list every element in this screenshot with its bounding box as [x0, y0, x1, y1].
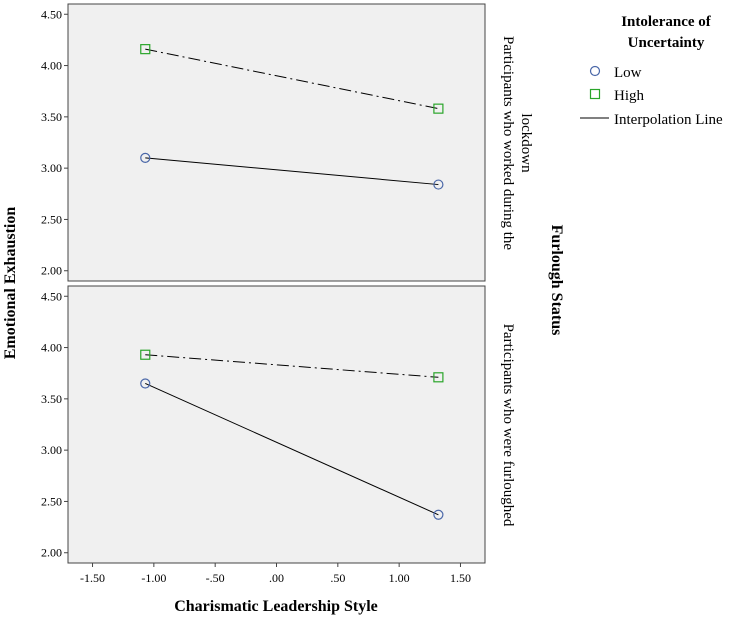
data-point-high: [140, 349, 151, 360]
legend-high-marker: [589, 88, 601, 100]
y-tick-label: 3.50: [41, 392, 62, 406]
facet-label-top-line2: lockdown: [518, 113, 534, 173]
legend: Intolerance of Uncertainty Low High Inte…: [580, 14, 723, 128]
data-point-low: [140, 378, 151, 389]
panel-top-data: [140, 44, 444, 190]
x-tick-label: -1.50: [80, 571, 105, 585]
y-tick-label: 3.00: [41, 161, 62, 175]
x-tick-label: .00: [269, 571, 284, 585]
x-tick-label: .50: [330, 571, 345, 585]
data-point-low: [433, 179, 444, 190]
x-axis-title: Charismatic Leadership Style: [174, 598, 378, 615]
y-tick-label: 3.50: [41, 110, 62, 124]
y-tick-label: 4.00: [41, 59, 62, 73]
series-line-high: [145, 48, 439, 110]
series-line-high: [145, 354, 439, 378]
x-tick-label: -.50: [206, 571, 225, 585]
y-axis-top: 2.00 2.50 3.00 3.50 4.00 4.50: [41, 7, 68, 278]
data-point-high: [433, 103, 444, 114]
y-tick-label: 2.50: [41, 212, 62, 226]
data-point-low: [140, 152, 151, 163]
x-tick-label: 1.50: [450, 571, 471, 585]
series-line-low: [145, 383, 439, 516]
facet-label-bottom-line1: Participants who were furloughed: [500, 324, 516, 527]
legend-interpolation-label: Interpolation Line: [614, 112, 723, 128]
data-point-high: [433, 372, 444, 383]
legend-low-label: Low: [614, 65, 642, 81]
panel-bottom-data: [140, 349, 444, 520]
y-axis-title: Emotional Exhaustion: [2, 207, 19, 360]
strip-title: Furlough Status: [548, 225, 565, 336]
x-tick-label: -1.00: [141, 571, 166, 585]
x-tick-label: 1.00: [389, 571, 410, 585]
x-axis: -1.50 -1.00 -.50 .00 .50 1.00 1.50: [80, 563, 471, 585]
legend-low-marker: [589, 65, 601, 77]
y-tick-label: 4.50: [41, 289, 62, 303]
legend-title-line2: Uncertainty: [628, 35, 705, 51]
data-point-low: [433, 509, 444, 520]
y-tick-label: 4.00: [41, 341, 62, 355]
y-tick-label: 2.00: [41, 546, 62, 560]
series-line-low: [145, 157, 439, 186]
y-tick-label: 2.50: [41, 494, 62, 508]
y-tick-label: 2.00: [41, 264, 62, 278]
facet-label-top: Participants who worked during the lockd…: [500, 36, 534, 250]
facet-label-top-line1: Participants who worked during the: [500, 36, 516, 250]
y-tick-label: 3.00: [41, 443, 62, 457]
panel-frame-bottom: [67, 285, 486, 564]
legend-high-label: High: [614, 88, 645, 104]
legend-title-line1: Intolerance of: [621, 14, 712, 30]
facet-label-bottom: Participants who were furloughed: [500, 324, 516, 527]
y-axis-bottom: 2.00 2.50 3.00 3.50 4.00 4.50: [41, 289, 68, 560]
panel-frame-top: [67, 3, 486, 282]
data-point-high: [140, 44, 151, 55]
y-tick-label: 4.50: [41, 7, 62, 21]
